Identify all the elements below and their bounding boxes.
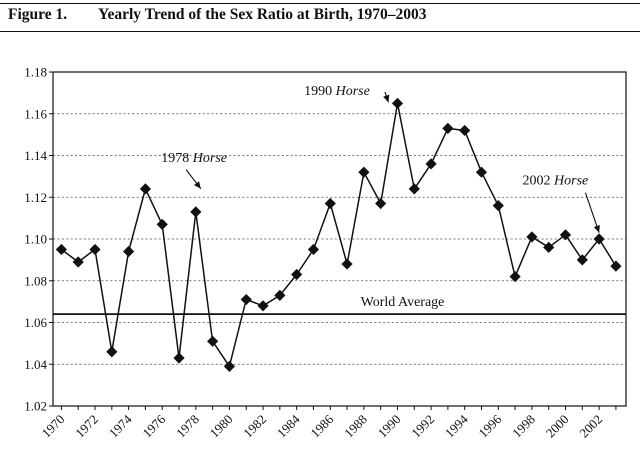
- data-point-marker: [240, 293, 252, 306]
- data-point-marker: [207, 335, 219, 347]
- top-rule: [0, 3, 640, 4]
- y-tick-label: 1.06: [24, 315, 47, 330]
- data-point-marker: [190, 206, 202, 218]
- figure-title: Yearly Trend of the Sex Ratio at Birth, …: [98, 6, 427, 23]
- y-tick-label: 1.04: [24, 357, 47, 372]
- figure-header: Figure 1. Yearly Trend of the Sex Ratio …: [8, 6, 632, 28]
- annotation-arrow: [584, 192, 600, 233]
- data-point-marker: [593, 233, 605, 245]
- annotation-zodiac: Horse: [192, 151, 227, 166]
- x-tick-label: 1976: [139, 411, 168, 440]
- x-tick-label: 1982: [240, 412, 269, 441]
- annotation-year: 2002: [523, 174, 555, 189]
- annotation-label: 1978 Horse: [161, 151, 227, 166]
- data-point-marker: [324, 197, 336, 210]
- data-point-marker: [89, 243, 101, 256]
- data-point-marker: [55, 243, 68, 256]
- title-rule: [0, 31, 640, 32]
- data-point-marker: [156, 218, 168, 230]
- y-tick-label: 1.16: [24, 106, 47, 121]
- annotation-label: 2002 Horse: [523, 174, 589, 189]
- x-tick-label: 1978: [173, 412, 202, 441]
- x-tick-label: 1970: [39, 412, 68, 441]
- annotation-year: 1990: [304, 84, 336, 99]
- data-point-marker: [307, 243, 320, 256]
- y-tick-label: 1.10: [24, 232, 47, 247]
- data-point-marker: [139, 183, 152, 195]
- y-tick-label: 1.18: [24, 65, 47, 80]
- world-average-label: World Average: [361, 295, 445, 310]
- data-point-marker: [475, 166, 488, 178]
- annotation-year: 1978: [161, 151, 193, 166]
- x-tick-label: 1972: [72, 412, 101, 441]
- x-tick-label: 1994: [442, 411, 471, 440]
- x-axis: 1970 1972 1974 1976 1978 1980 1982 1984 1986 1988…: [39, 406, 617, 441]
- y-tick-label: 1.12: [24, 190, 47, 205]
- series-line: [60, 102, 617, 368]
- data-point-marker: [543, 241, 555, 253]
- x-tick-label: 1984: [274, 411, 303, 440]
- data-point-marker: [459, 124, 471, 137]
- annotation-arrowhead: [194, 181, 201, 189]
- data-point-marker: [526, 231, 538, 243]
- data-point-marker: [442, 122, 454, 134]
- y-axis: 1.02 1.04 1.06 1.08 1.10 1.12 1.14 1.16 1.18: [24, 65, 53, 414]
- x-tick-label: 2000: [543, 412, 572, 441]
- data-point-marker: [576, 254, 588, 266]
- annotation-arrowhead: [593, 224, 600, 233]
- x-tick-label: 1988: [341, 412, 370, 441]
- y-tick-label: 1.14: [24, 148, 47, 163]
- data-point-marker: [408, 183, 420, 195]
- sex-ratio-series: [55, 97, 622, 372]
- data-point-marker: [173, 352, 185, 364]
- data-point-marker: [559, 229, 572, 241]
- x-tick-label: 1974: [106, 411, 135, 440]
- data-point-marker: [509, 270, 521, 283]
- y-tick-label: 1.02: [24, 399, 47, 414]
- data-point-marker: [425, 158, 437, 170]
- data-point-marker: [72, 256, 84, 268]
- data-point-marker: [291, 268, 303, 281]
- x-tick-label: 1980: [207, 412, 236, 441]
- data-point-marker: [123, 245, 135, 258]
- data-point-marker: [341, 258, 353, 270]
- data-point-marker: [223, 360, 236, 372]
- data-point-marker: [358, 166, 370, 178]
- x-tick-label: 1998: [509, 412, 538, 441]
- annotation-zodiac: Horse: [335, 84, 370, 99]
- data-point-marker: [274, 289, 286, 301]
- data-point-marker: [610, 260, 622, 272]
- annotation-arrowhead: [383, 94, 390, 103]
- data-point-marker: [257, 300, 269, 312]
- annotation-zodiac: Horse: [553, 174, 588, 189]
- x-tick-label: 1996: [475, 411, 504, 440]
- x-tick-label: 2002: [576, 412, 605, 441]
- x-tick-label: 1990: [375, 412, 404, 441]
- x-tick-label: 1986: [307, 411, 336, 440]
- data-point-marker: [106, 346, 118, 358]
- data-point-marker: [391, 97, 404, 109]
- annotation-label: 1990 Horse: [304, 84, 370, 99]
- figure-number: Figure 1.: [8, 6, 68, 23]
- data-point-marker: [492, 200, 504, 212]
- data-point-marker: [375, 197, 387, 210]
- y-tick-label: 1.08: [24, 273, 47, 288]
- x-tick-label: 1992: [408, 412, 437, 441]
- world-average-reference: World Average: [53, 295, 626, 316]
